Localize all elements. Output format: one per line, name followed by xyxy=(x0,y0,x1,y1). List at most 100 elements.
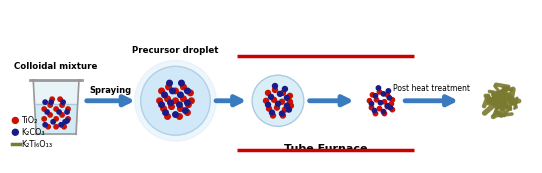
Circle shape xyxy=(12,117,18,123)
Text: Post heat treatment: Post heat treatment xyxy=(393,84,470,93)
Circle shape xyxy=(382,111,386,116)
Polygon shape xyxy=(36,104,76,134)
Circle shape xyxy=(177,102,182,107)
Circle shape xyxy=(141,66,210,135)
Circle shape xyxy=(185,110,190,115)
Circle shape xyxy=(390,98,395,102)
Circle shape xyxy=(381,92,385,96)
Circle shape xyxy=(282,107,287,112)
Circle shape xyxy=(287,99,292,104)
Circle shape xyxy=(162,92,167,98)
Circle shape xyxy=(376,86,380,90)
Circle shape xyxy=(60,103,64,107)
Circle shape xyxy=(387,96,391,100)
Circle shape xyxy=(282,86,287,91)
Circle shape xyxy=(178,92,183,98)
Circle shape xyxy=(178,106,183,111)
Circle shape xyxy=(185,100,190,106)
Circle shape xyxy=(179,80,184,86)
Circle shape xyxy=(65,119,69,123)
Circle shape xyxy=(369,102,373,106)
Circle shape xyxy=(167,80,172,86)
Circle shape xyxy=(185,88,190,94)
Circle shape xyxy=(388,106,392,110)
Circle shape xyxy=(280,99,285,104)
Circle shape xyxy=(288,103,293,108)
Circle shape xyxy=(54,117,59,121)
Circle shape xyxy=(389,102,393,106)
Circle shape xyxy=(280,111,285,116)
Circle shape xyxy=(390,107,395,112)
Circle shape xyxy=(48,113,53,117)
Circle shape xyxy=(285,95,289,100)
Circle shape xyxy=(377,106,382,111)
Circle shape xyxy=(43,100,47,104)
Circle shape xyxy=(267,106,272,111)
Circle shape xyxy=(169,104,175,110)
Circle shape xyxy=(382,100,386,104)
Circle shape xyxy=(373,111,378,116)
Circle shape xyxy=(157,98,163,103)
Circle shape xyxy=(273,88,278,92)
Circle shape xyxy=(42,107,47,111)
Circle shape xyxy=(385,104,390,109)
Circle shape xyxy=(54,107,59,111)
Circle shape xyxy=(285,103,289,108)
Circle shape xyxy=(65,110,69,114)
Circle shape xyxy=(375,98,379,102)
Circle shape xyxy=(166,84,171,90)
Circle shape xyxy=(273,84,278,88)
Circle shape xyxy=(50,97,54,101)
Text: K₂Ti₆O₁₃: K₂Ti₆O₁₃ xyxy=(21,140,53,149)
Circle shape xyxy=(272,97,276,102)
Circle shape xyxy=(180,96,186,102)
Circle shape xyxy=(381,110,385,114)
Text: K₂CO₃: K₂CO₃ xyxy=(21,128,45,137)
Circle shape xyxy=(186,102,191,107)
Circle shape xyxy=(45,110,49,114)
Circle shape xyxy=(274,105,280,110)
Circle shape xyxy=(12,129,18,135)
Circle shape xyxy=(180,84,186,90)
Circle shape xyxy=(66,117,70,121)
Circle shape xyxy=(61,100,65,104)
Circle shape xyxy=(385,93,390,97)
Circle shape xyxy=(183,108,188,113)
Circle shape xyxy=(278,91,282,96)
Circle shape xyxy=(280,113,286,118)
Circle shape xyxy=(369,106,373,110)
Circle shape xyxy=(51,120,55,124)
Circle shape xyxy=(163,110,169,115)
Circle shape xyxy=(367,99,372,103)
Circle shape xyxy=(43,123,47,127)
Circle shape xyxy=(159,102,164,107)
Circle shape xyxy=(165,114,170,119)
Circle shape xyxy=(286,107,292,112)
Circle shape xyxy=(188,90,193,96)
Text: Spraying: Spraying xyxy=(90,86,132,95)
Circle shape xyxy=(170,88,175,94)
Circle shape xyxy=(287,93,292,98)
Circle shape xyxy=(266,102,270,107)
Circle shape xyxy=(167,100,173,106)
Circle shape xyxy=(263,98,268,103)
Circle shape xyxy=(370,93,375,97)
Circle shape xyxy=(386,89,391,93)
Circle shape xyxy=(385,103,390,108)
Circle shape xyxy=(173,112,178,117)
Circle shape xyxy=(378,101,383,105)
Circle shape xyxy=(173,88,178,94)
Circle shape xyxy=(280,90,286,95)
Circle shape xyxy=(269,110,274,115)
Circle shape xyxy=(135,60,216,141)
Circle shape xyxy=(189,98,194,103)
Circle shape xyxy=(165,96,170,102)
Text: Colloidal mixture: Colloidal mixture xyxy=(15,62,98,71)
Circle shape xyxy=(377,90,382,94)
Circle shape xyxy=(48,103,53,107)
Circle shape xyxy=(275,101,280,106)
Circle shape xyxy=(373,94,378,98)
Circle shape xyxy=(177,114,182,119)
Circle shape xyxy=(57,110,61,114)
Circle shape xyxy=(42,117,47,121)
